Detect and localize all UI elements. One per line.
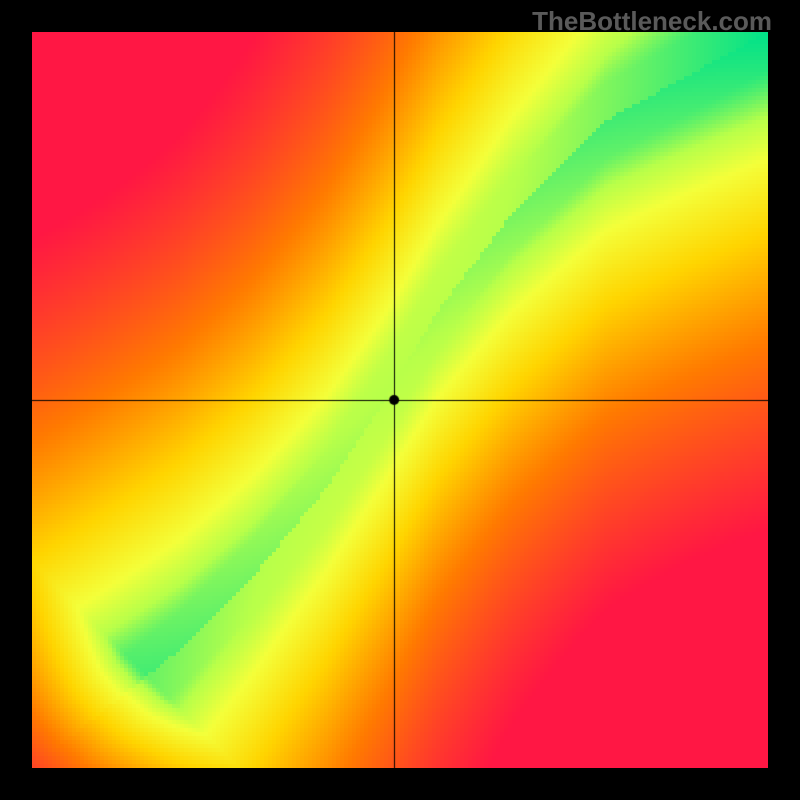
chart-container: { "watermark": { "text": "TheBottleneck.…: [0, 0, 800, 800]
bottleneck-heatmap: [32, 32, 768, 768]
watermark-text: TheBottleneck.com: [532, 6, 772, 37]
